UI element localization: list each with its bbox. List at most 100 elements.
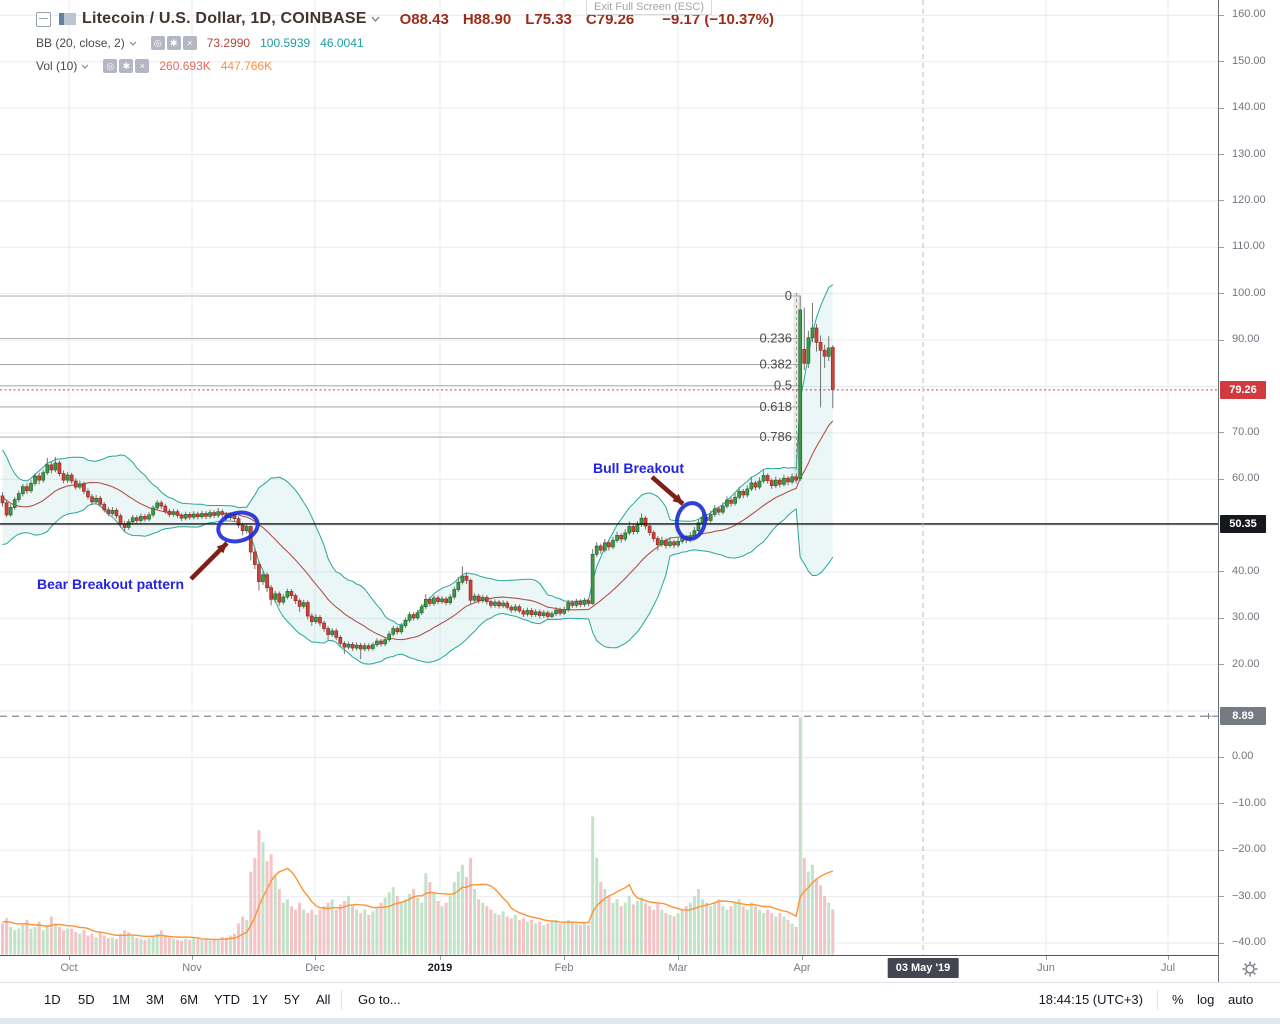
range-button-all[interactable]: All — [316, 992, 331, 1007]
bb-indicator-buttons: ◎ ✱ × — [150, 36, 199, 50]
price-tick-mark — [1219, 756, 1224, 758]
indicator-value: 46.0041 — [320, 36, 364, 50]
annotations: Bear Breakout pattern Bull Breakout — [37, 460, 708, 592]
time-tick-mark — [564, 956, 565, 960]
price-tick-mark — [1219, 617, 1224, 619]
price-tick-mark — [1219, 571, 1224, 573]
price-axis[interactable]: 160.00 150.00 140.00 130.00 120.00 110.00 100.… — [1218, 0, 1280, 982]
price-tick-mark — [1219, 200, 1224, 202]
chevron-down-icon[interactable] — [81, 64, 89, 69]
add-alert-plus-icon[interactable]: + — [1205, 709, 1212, 723]
bollinger-bands — [2, 284, 834, 665]
vol-indicator-values: 260.693K 447.766K — [159, 59, 282, 73]
annotation-bull-breakout-label[interactable]: Bull Breakout — [593, 460, 684, 476]
range-button-6m[interactable]: 6M — [180, 992, 199, 1007]
fib-level-label: 0.382 — [759, 357, 792, 372]
range-button-5y[interactable]: 5Y — [284, 992, 300, 1007]
goto-date-button[interactable]: Go to... — [358, 992, 401, 1007]
ohlc-value: H88.90 — [462, 10, 512, 28]
price-tick-mark — [1219, 61, 1224, 63]
remove-icon[interactable]: × — [135, 59, 150, 73]
price-tick-label: 100.00 — [1232, 286, 1266, 299]
ohlc-value: O88.43 — [399, 10, 449, 28]
time-axis[interactable]: Oct Nov Dec 2019 Feb Mar Apr Jun Jul 03 May '19 — [0, 955, 1218, 983]
settings-icon[interactable]: ✱ — [119, 59, 134, 73]
visibility-icon[interactable]: ◎ — [103, 59, 118, 73]
fib-level-label: 0.786 — [759, 429, 792, 444]
range-button-1m[interactable]: 1M — [112, 992, 131, 1007]
range-button-5d[interactable]: 5D — [78, 992, 95, 1007]
time-tick-mark — [69, 956, 70, 960]
time-tick-mark — [1046, 956, 1047, 960]
price-tick-label: −40.00 — [1232, 936, 1266, 948]
price-tick-mark — [1219, 478, 1224, 480]
fib-level-label: 0.5 — [774, 378, 792, 393]
bottom-strip — [0, 1017, 1280, 1024]
time-tick-label: Jun — [1037, 962, 1055, 974]
price-tick-label: 130.00 — [1232, 147, 1266, 160]
bb-indicator-values: 73.2990 100.5939 46.0041 — [207, 36, 374, 50]
indicator-value: 447.766K — [220, 59, 273, 73]
price-tick-label: −20.00 — [1232, 843, 1266, 856]
indicator-value: 260.693K — [159, 59, 211, 73]
fib-retracement: 0 0.236 0.382 0.5 0.618 0.786 — [0, 288, 800, 444]
price-badge: 50.35 — [1220, 514, 1266, 533]
price-tick-mark — [1219, 107, 1224, 109]
clock-label[interactable]: 18:44:15 (UTC+3) — [1038, 992, 1143, 1007]
range-button-1y[interactable]: 1Y — [252, 992, 268, 1007]
time-tick-mark — [1168, 956, 1169, 960]
price-tick-label: 150.00 — [1232, 54, 1266, 67]
price-tick-label: −10.00 — [1232, 796, 1266, 809]
price-tick-mark — [1219, 803, 1224, 805]
ohlc-value: L75.33 — [525, 10, 572, 28]
chart-canvas[interactable]: 0 0.236 0.382 0.5 0.618 0.786 + Bear Breakout p… — [0, 0, 1218, 955]
price-chart-svg: 0 0.236 0.382 0.5 0.618 0.786 + Bear Breakout p… — [0, 0, 1218, 955]
price-tick-label: 110.00 — [1232, 240, 1265, 253]
exit-fullscreen-tooltip: Exit Full Screen (ESC) — [586, 0, 713, 15]
bb-indicator-label[interactable]: BB (20, close, 2) — [36, 36, 125, 50]
range-button-3m[interactable]: 3M — [146, 992, 165, 1007]
annotation-bear-breakout-label[interactable]: Bear Breakout pattern — [37, 576, 184, 592]
price-tick-label: 160.00 — [1232, 8, 1266, 21]
price-badge: 8.89 — [1220, 707, 1266, 726]
toolbar-separator — [341, 990, 342, 1010]
annotation-bull-breakout-ellipse[interactable] — [674, 501, 708, 541]
price-tick-label: −30.00 — [1232, 889, 1266, 902]
settings-icon[interactable]: ✱ — [166, 36, 181, 50]
price-tick-mark — [1219, 896, 1224, 898]
range-button-ytd[interactable]: YTD — [214, 992, 240, 1007]
chevron-down-icon[interactable] — [129, 41, 137, 46]
time-tick-label: Nov — [182, 962, 202, 974]
visibility-icon[interactable]: ◎ — [150, 36, 165, 50]
gridlines — [0, 0, 1218, 955]
bottom-toolbar: 1D 5D 1M 3M 6M YTD 1Y 5Y All Go to... 18:44:15 (UT… — [0, 982, 1280, 1018]
symbol-logo-icon — [59, 13, 76, 25]
vol-indicator-label[interactable]: Vol (10) — [36, 59, 78, 73]
range-button-1d[interactable]: 1D — [44, 992, 61, 1007]
volume-bars — [1, 717, 835, 955]
chevron-down-icon[interactable] — [371, 16, 380, 22]
scale-button-log[interactable]: log — [1197, 992, 1215, 1007]
vol-indicator-row: Vol (10) ◎ ✱ × 260.693K 447.766K — [36, 58, 774, 74]
remove-icon[interactable]: × — [182, 36, 197, 50]
time-tick-mark — [678, 956, 679, 960]
time-tick-label: 2019 — [427, 962, 453, 974]
annotation-bear-breakout-ellipse[interactable] — [215, 509, 261, 546]
scale-button-auto[interactable]: auto — [1228, 992, 1254, 1007]
symbol-title[interactable]: Litecoin / U.S. Dollar, 1D, COINBASE — [82, 10, 367, 27]
candles — [0, 295, 835, 660]
date-badge: 03 May '19 — [887, 958, 959, 978]
time-tick-mark — [440, 956, 441, 960]
time-tick-label: Feb — [554, 962, 574, 974]
chart-header: Litecoin / U.S. Dollar, 1D, COINBASE O88… — [36, 10, 774, 74]
bb-indicator-row: BB (20, close, 2) ◎ ✱ × 73.2990 100.5939 4… — [36, 35, 774, 51]
indicator-value: 100.5939 — [260, 36, 311, 50]
fib-level-label: 0.618 — [759, 399, 792, 414]
scale-button-percent[interactable]: % — [1172, 992, 1184, 1007]
axis-settings-gear-icon[interactable] — [1241, 960, 1259, 978]
price-tick-label: 40.00 — [1232, 564, 1260, 577]
collapse-icon[interactable] — [36, 11, 51, 27]
time-tick-label: Apr — [793, 962, 811, 974]
price-tick-mark — [1219, 942, 1224, 944]
